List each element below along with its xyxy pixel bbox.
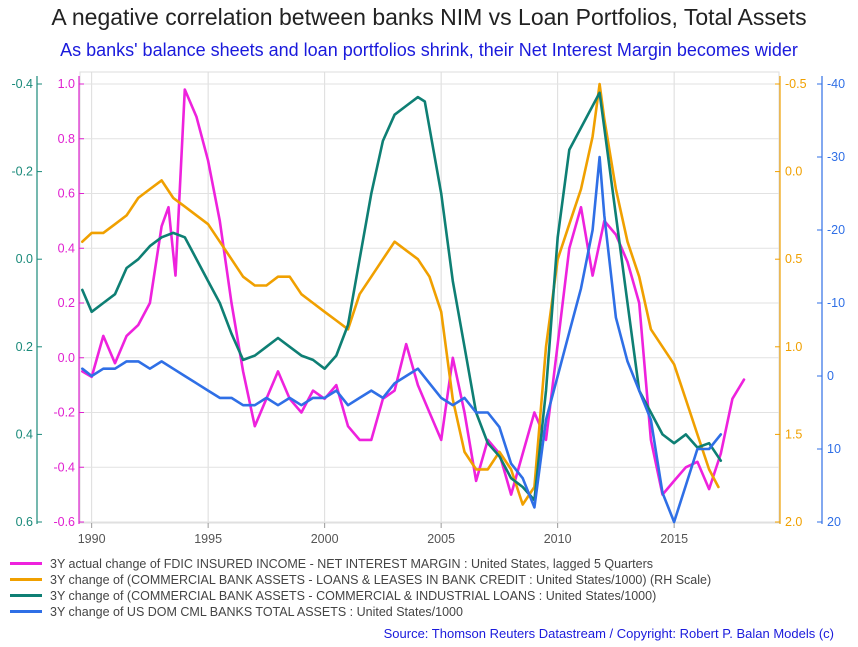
axis-label-far_right: -30 [827, 150, 845, 164]
axis-label-far_left: 0.2 [16, 340, 33, 354]
legend-swatch-ci-loans [10, 594, 42, 598]
axis-label-far_right: 20 [827, 515, 841, 529]
source-credit: Source: Thomson Reuters Datastream / Cop… [383, 626, 834, 641]
axis-label-right: 0.5 [785, 252, 802, 266]
x-tick-label: 2000 [311, 532, 339, 546]
legend-item-nim: 3Y actual change of FDIC INSURED INCOME … [10, 557, 653, 573]
axis-label-far_right: -10 [827, 296, 845, 310]
axis-label-far_left: 0.4 [16, 427, 33, 441]
axis-label-left: 1.0 [58, 77, 75, 91]
axis-label-far_left: 0.6 [16, 515, 33, 529]
axis-label-left: 0.8 [58, 132, 75, 146]
legend-label-ci-loans: 3Y change of (COMMERCIAL BANK ASSETS - C… [50, 589, 657, 603]
legend-label-loans: 3Y change of (COMMERCIAL BANK ASSETS - L… [50, 573, 712, 587]
legend-swatch-nim [10, 562, 42, 566]
axis-label-right: 2.0 [785, 515, 802, 529]
x-tick-label: 1995 [194, 532, 222, 546]
legend-item-loans: 3Y change of (COMMERCIAL BANK ASSETS - L… [10, 573, 711, 589]
plot-frame [79, 71, 780, 524]
axis-label-far_right: 10 [827, 442, 841, 456]
series-line-total-assets [81, 155, 723, 524]
axis-label-left: 0.0 [58, 351, 75, 365]
axis-label-left: 0.6 [58, 187, 75, 201]
legend-item-total-assets: 3Y change of US DOM CML BANKS TOTAL ASSE… [10, 605, 463, 621]
chart-title: A negative correlation between banks NIM… [51, 4, 807, 30]
x-tick-label: 1990 [78, 532, 106, 546]
legend-label-total-assets: 3Y change of US DOM CML BANKS TOTAL ASSE… [50, 605, 463, 619]
series-line-nim [81, 88, 746, 496]
axis-label-left: -0.2 [53, 406, 75, 420]
legend-item-ci-loans: 3Y change of (COMMERCIAL BANK ASSETS - C… [10, 589, 656, 605]
axis-label-left: -0.6 [53, 515, 75, 529]
axis-label-right: 0.0 [785, 165, 802, 179]
axis-label-left: -0.4 [53, 460, 75, 474]
x-tick-label: 2005 [427, 532, 455, 546]
x-tick-label: 2015 [660, 532, 688, 546]
axis-label-far_right: -40 [827, 77, 845, 91]
axis-label-far_right: 0 [827, 369, 834, 383]
series-line-ci-loans [81, 91, 723, 502]
series-line-loans [81, 82, 720, 506]
axis-label-far_left: 0.0 [16, 252, 33, 266]
axis-label-far_left: -0.4 [11, 77, 33, 91]
legend-swatch-total-assets [10, 610, 42, 614]
axis-label-left: 0.4 [58, 241, 75, 255]
axis-label-right: -0.5 [785, 77, 807, 91]
legend-label-nim: 3Y actual change of FDIC INSURED INCOME … [50, 557, 653, 571]
axis-label-left: 0.2 [58, 296, 75, 310]
chart-subtitle: As banks' balance sheets and loan portfo… [60, 40, 798, 60]
axis-label-far_right: -20 [827, 223, 845, 237]
axis-label-right: 1.5 [785, 427, 802, 441]
axis-label-far_left: -0.2 [11, 165, 33, 179]
axis-label-right: 1.0 [785, 340, 802, 354]
legend-swatch-loans [10, 578, 42, 582]
x-tick-label: 2010 [544, 532, 572, 546]
